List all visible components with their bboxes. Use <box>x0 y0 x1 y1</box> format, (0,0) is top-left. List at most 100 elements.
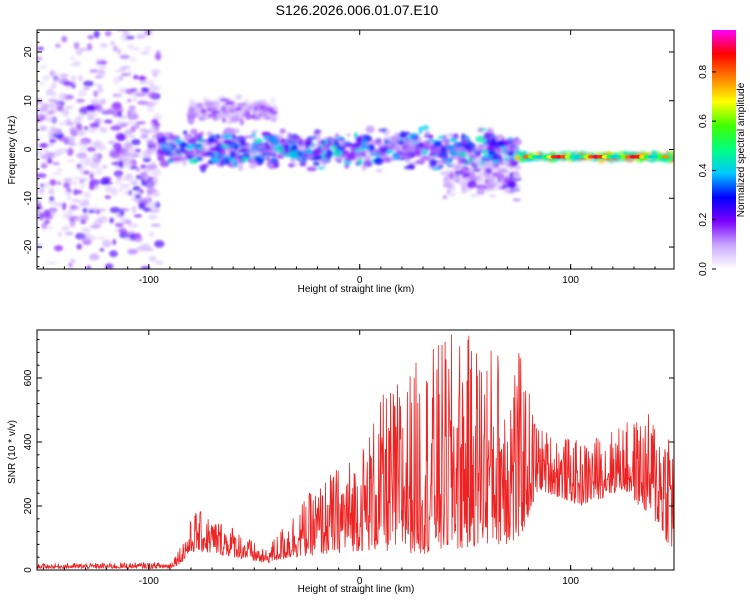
heatmap-cell <box>135 168 141 172</box>
heatmap-cell <box>104 195 112 200</box>
heatmap-cell <box>139 128 147 133</box>
heatmap-cell <box>197 156 203 162</box>
heatmap-cell <box>437 135 445 140</box>
heatmap-cell <box>417 142 426 148</box>
heatmap-cell <box>186 113 196 121</box>
heatmap-cell <box>325 153 332 160</box>
colorbar-tick-label: 0.0 <box>698 262 709 276</box>
heatmap-cell <box>390 156 395 162</box>
heatmap-cell <box>38 81 44 86</box>
snr-series-line <box>37 334 674 570</box>
heatmap-cell <box>148 255 157 262</box>
heatmap-cell <box>179 147 187 151</box>
heatmap-cell <box>79 158 91 166</box>
heatmap-cell <box>445 168 450 176</box>
heatmap-cell <box>512 172 521 178</box>
heatmap-cell <box>89 69 98 73</box>
heatmap-cell <box>423 141 430 148</box>
heatmap-cell <box>63 148 69 153</box>
heatmap-cell <box>48 103 54 109</box>
heatmap-cell <box>187 106 196 112</box>
heatmap-cell <box>106 110 113 115</box>
colorbar-ticks: 0.0 0.2 0.4 0.6 0.8 <box>698 64 716 276</box>
heatmap-cell <box>146 191 153 196</box>
heatmap-cell <box>129 166 139 170</box>
heatmap-cell <box>448 144 455 151</box>
heatmap-cell <box>508 159 518 168</box>
heatmap-cell <box>74 217 82 222</box>
heatmap-cell <box>82 213 89 220</box>
heatmap-cell <box>265 113 276 119</box>
y-tick-label: 10 <box>23 95 34 107</box>
heatmap-cell <box>92 152 103 157</box>
heatmap-cell <box>439 151 449 157</box>
heatmap-cell <box>89 173 94 180</box>
heatmap-cell <box>454 177 466 183</box>
heatmap-cell <box>44 7 49 13</box>
heatmap-cell <box>417 136 423 142</box>
heatmap-cell <box>447 163 454 168</box>
heatmap-cell <box>454 146 462 154</box>
heatmap-cell <box>54 245 63 252</box>
heatmap-cell <box>83 126 89 131</box>
heatmap-cell <box>211 157 221 164</box>
colorbar-gradient <box>712 30 736 269</box>
heatmap-cell <box>234 156 241 164</box>
heatmap-cell <box>253 143 259 149</box>
heatmap-cell <box>150 68 161 75</box>
heatmap-cell <box>306 166 317 172</box>
heatmap-cell <box>307 152 312 160</box>
heatmap-cell <box>124 129 133 136</box>
heatmap-cell <box>219 98 230 102</box>
heatmap-cell <box>123 142 133 151</box>
heatmap-cell <box>103 119 113 124</box>
heatmap-cell <box>458 159 463 164</box>
heatmap-cell <box>130 47 140 51</box>
heatmap-cell <box>220 158 231 165</box>
heatmap-cell <box>110 40 116 46</box>
heatmap-cell <box>221 117 227 123</box>
heatmap-cell <box>273 145 285 153</box>
heatmap-cell <box>382 128 387 133</box>
heatmap-cell <box>193 133 203 141</box>
heatmap-cell <box>399 131 407 139</box>
heatmap-cell <box>223 133 232 140</box>
heatmap-cell <box>299 163 307 167</box>
heatmap-cell <box>96 236 107 240</box>
heatmap-cell <box>109 206 121 214</box>
heatmap-cell <box>240 107 250 113</box>
heatmap-cell <box>51 101 61 108</box>
heatmap-cell <box>442 195 447 199</box>
heatmap-cell <box>478 164 483 170</box>
heatmap-cell <box>51 150 63 157</box>
heatmap-cell <box>395 134 401 142</box>
heatmap-cell <box>94 75 103 79</box>
heatmap-cell <box>201 142 211 147</box>
heatmap-cell <box>127 179 139 183</box>
heatmap-cell <box>133 214 143 218</box>
heatmap-cell <box>155 50 161 54</box>
heatmap-cell <box>503 178 515 182</box>
heatmap-cell <box>130 57 137 62</box>
heatmap-cell <box>493 140 504 147</box>
heatmap-cell <box>230 150 236 158</box>
heatmap-cell <box>127 44 134 49</box>
heatmap-cell <box>146 107 155 112</box>
heatmap-cell <box>470 193 480 198</box>
heatmap-cell <box>86 146 97 152</box>
heatmap-cell <box>230 128 240 134</box>
heatmap-cell <box>291 138 299 145</box>
heatmap-cell <box>463 144 470 149</box>
heatmap-cell <box>378 128 384 132</box>
heatmap-cell <box>235 135 247 143</box>
heatmap-cell <box>481 143 489 148</box>
heatmap-cell <box>70 75 77 81</box>
heatmap-cell <box>111 161 122 166</box>
heatmap-cell <box>48 207 58 213</box>
heatmap-cell <box>379 146 388 154</box>
heatmap-cell <box>109 250 118 258</box>
heatmap-cell <box>85 284 95 288</box>
heatmap-cell <box>497 166 505 172</box>
heatmap-cell <box>186 143 196 149</box>
